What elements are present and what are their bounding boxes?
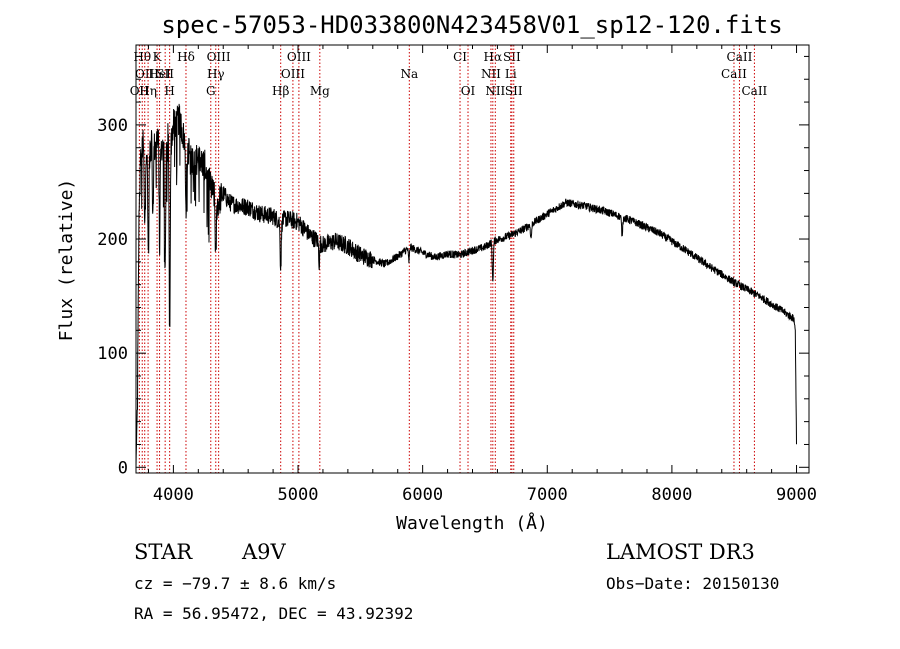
emission-line-label: SII <box>503 50 521 64</box>
emission-line-markers: OIIHθOIIHηKHeISIIHHδGHγOIIIHβOIIIOIIIMgN… <box>130 45 768 473</box>
emission-line-label: Hα <box>484 50 503 64</box>
x-tick-label: 8000 <box>651 485 692 505</box>
emission-line-label: CaII <box>721 67 747 81</box>
spectrum-line <box>135 103 797 468</box>
emission-line-label: Hδ <box>177 50 195 64</box>
y-tick-label: 0 <box>118 458 128 478</box>
emission-line-label: NII <box>481 67 501 81</box>
emission-line-label: Hη <box>139 84 157 98</box>
object-subclass: A9V <box>241 540 287 564</box>
emission-line-label: OI <box>461 84 476 98</box>
redshift-velocity: cz = −79.7 ± 8.6 km/s <box>134 574 336 593</box>
emission-line-label: CI <box>453 50 467 64</box>
emission-line-label: SII <box>156 67 174 81</box>
emission-line-label: Li <box>505 67 517 81</box>
x-axis: 4000 5000 6000 7000 8000 9000 <box>147 45 817 505</box>
emission-line-label: SII <box>505 84 523 98</box>
emission-line-label: G <box>206 84 216 98</box>
object-class: STAR <box>134 540 193 564</box>
y-tick-label: 200 <box>97 230 128 250</box>
x-tick-label: 6000 <box>402 485 443 505</box>
emission-line-label: OIII <box>207 50 231 64</box>
y-axis: 0 100 200 300 <box>97 55 809 478</box>
emission-line-label: Hβ <box>272 84 289 98</box>
emission-line-label: OIII <box>287 50 311 64</box>
emission-line-label: OII <box>135 67 155 81</box>
x-tick-label: 5000 <box>278 485 319 505</box>
emission-line-label: Mg <box>310 84 330 98</box>
x-tick-label: 9000 <box>776 485 817 505</box>
emission-line-label: Na <box>400 67 418 81</box>
y-tick-label: 300 <box>97 116 128 136</box>
emission-line-label: H <box>164 84 174 98</box>
emission-line-label: Hγ <box>207 67 225 81</box>
survey-name: LAMOST DR3 <box>606 540 755 564</box>
y-axis-label: Flux (relative) <box>56 179 77 342</box>
emission-line-label: CaII <box>727 50 753 64</box>
x-tick-label: 7000 <box>527 485 568 505</box>
emission-line-label: CaII <box>741 84 767 98</box>
coordinates: RA = 56.95472, DEC = 43.92392 <box>134 604 413 623</box>
spectrum-series <box>135 103 797 468</box>
observation-date: Obs−Date: 20150130 <box>606 574 779 593</box>
x-tick-label: 4000 <box>153 485 194 505</box>
emission-line-label: NII <box>485 84 505 98</box>
emission-line-label: Hθ <box>133 50 151 64</box>
chart-title: spec-57053-HD033800N423458V01_sp12-120.f… <box>161 11 782 39</box>
x-axis-label: Wavelength (Å) <box>396 512 548 534</box>
emission-line-label: K <box>153 50 163 64</box>
y-tick-label: 100 <box>97 344 128 364</box>
emission-line-label: OIII <box>281 67 305 81</box>
